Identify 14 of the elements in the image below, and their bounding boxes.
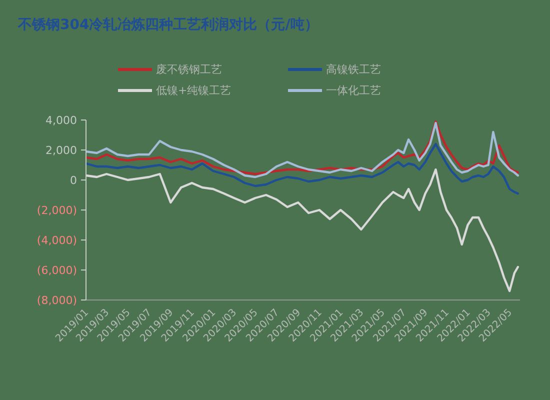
y-tick-label: 2,000 — [46, 144, 77, 157]
y-tick-label: 4,000 — [46, 114, 77, 127]
legend-label: 一体化工艺 — [326, 83, 381, 98]
chart-title: 不锈钢304冷轧冶炼四种工艺利润对比（元/吨） — [18, 16, 318, 34]
legend-label: 废不锈钢工艺 — [156, 62, 222, 77]
legend-label: 低镍+纯镍工艺 — [156, 83, 232, 98]
y-tick-label: (8,000) — [36, 294, 77, 307]
legend-label: 高镍铁工艺 — [326, 62, 381, 77]
y-tick-label: (2,000) — [36, 204, 77, 217]
y-tick-label: 0 — [70, 174, 77, 187]
y-tick-label: (6,000) — [36, 264, 77, 277]
y-tick-label: (4,000) — [36, 234, 77, 247]
line-series — [86, 142, 520, 195]
line-series — [86, 168, 520, 292]
